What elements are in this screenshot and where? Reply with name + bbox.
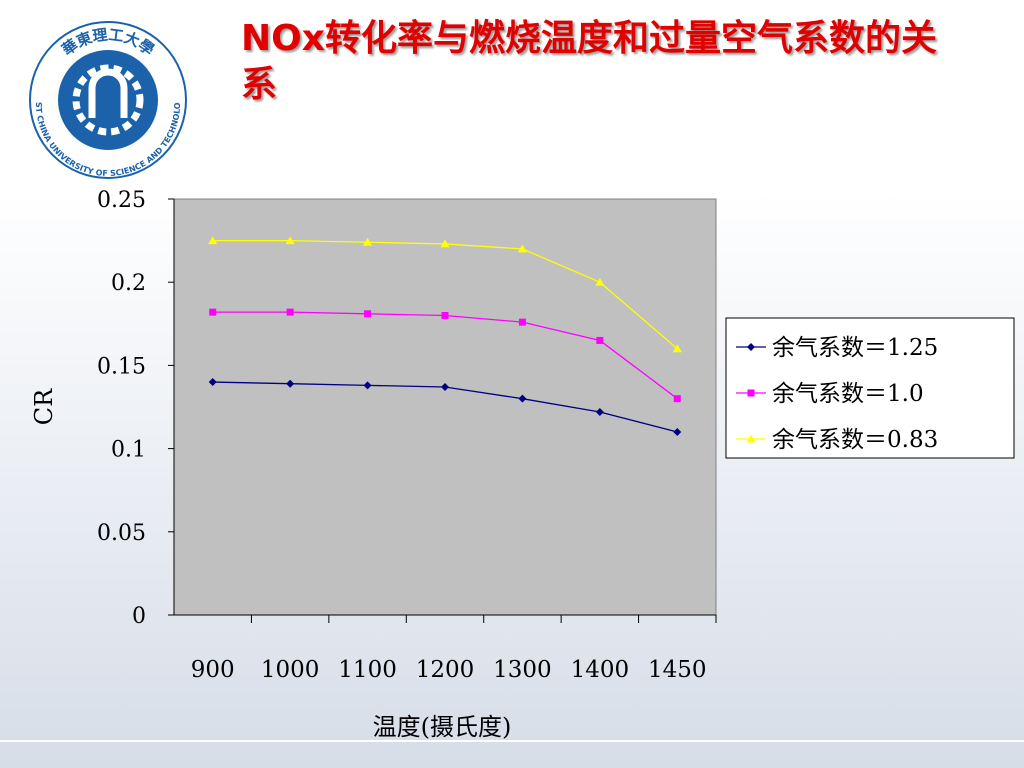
y-tick-label: 0.05 [97,521,146,546]
data-point [517,244,527,253]
y-tick-label: 0.25 [97,188,146,213]
data-point [440,239,450,248]
data-point [518,318,526,326]
x-tick-label: 1000 [261,657,320,683]
data-point [595,407,604,416]
data-point [286,379,295,388]
title-line: 系 [241,64,277,105]
legend-marker [747,389,755,397]
data-point [673,395,681,403]
legend-label: 余气系数＝0.83 [772,427,938,453]
x-tick-label: 1200 [416,657,475,683]
logo-gear [72,64,144,136]
plot-area [173,198,717,616]
logo-mark [88,68,128,118]
x-tick-label: 900 [191,657,235,683]
x-tick-label: 1400 [571,657,630,683]
y-axis-title: CR [30,388,58,425]
data-point [595,277,605,286]
chart-title: NOx转化率与燃烧温度和过量空气系数的关系 [241,18,937,105]
legend-box [725,317,1015,459]
title-line: NOx转化率与燃烧温度和过量空气系数的关 [241,18,937,59]
x-tick-label: 1450 [648,657,707,683]
legend-marker [746,434,756,443]
legend-marker [747,343,755,351]
x-tick-label: 1300 [493,657,552,683]
y-tick-label: 0.15 [97,354,146,379]
data-point [286,308,294,316]
y-tick-label: 0.2 [111,271,146,296]
data-point [208,236,218,245]
data-point [364,310,372,318]
data-point [208,378,217,387]
data-point [363,237,373,246]
legend-label: 余气系数＝1.0 [772,381,924,407]
legend-label: 余气系数＝1.25 [772,335,938,361]
data-point [285,236,295,245]
y-tick-label: 0.1 [111,438,146,463]
legend: 余气系数＝1.25 余气系数＝1.0 余气系数＝0.83 [725,317,1015,459]
data-point [673,427,682,436]
data-point [672,344,682,353]
data-point [441,383,449,392]
data-point [209,308,217,316]
data-point [596,336,604,344]
data-point [441,311,449,319]
x-tick-label: 1100 [338,657,397,683]
y-tick-label: 0 [132,604,146,629]
data-point [518,394,527,403]
data-point [363,381,372,390]
x-axis-title: 温度(摄氏度) [373,713,512,741]
chart: 0 0.05 0.1 0.15 0.2 0.25 900 1000 1100 1200 1300 14… [30,188,1015,741]
